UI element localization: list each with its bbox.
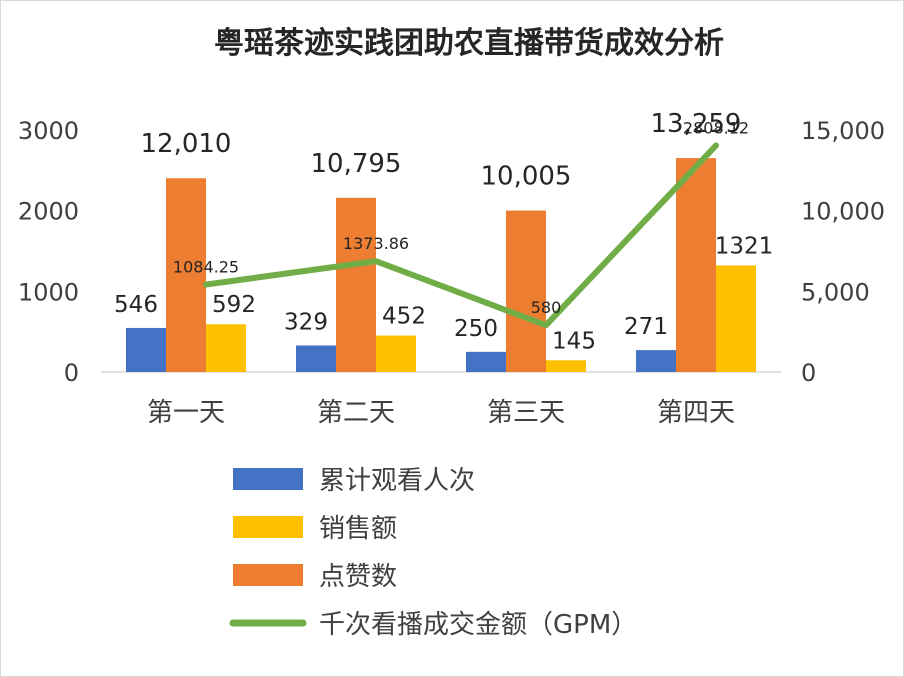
- legend-label: 点赞数: [319, 562, 397, 592]
- sales-data-label: 452: [382, 304, 426, 330]
- bar-group: [126, 158, 756, 372]
- sales-data-label: 592: [212, 292, 256, 318]
- gpm-data-label: 1373.86: [343, 234, 409, 253]
- category-label: 第三天: [487, 398, 565, 428]
- right-axis-tick-label: 0: [801, 359, 816, 387]
- views-data-label: 546: [114, 292, 158, 318]
- bar-sales: [376, 335, 416, 372]
- gpm-data-label: 580: [531, 298, 562, 317]
- category-label: 第一天: [147, 398, 225, 428]
- left-axis-tick-label: 2000: [18, 198, 79, 226]
- sales-data-label: 1321: [715, 233, 774, 259]
- category-label: 第四天: [657, 398, 735, 428]
- bar-like: [506, 210, 546, 372]
- views-data-label: 250: [454, 316, 498, 342]
- legend-swatch: [233, 564, 303, 586]
- bar-like: [336, 197, 376, 372]
- likes-data-label: 13,259: [651, 109, 742, 139]
- bar-views: [466, 351, 506, 372]
- bar-like: [166, 178, 206, 372]
- sales-data-label: 145: [552, 328, 596, 354]
- bar-sales: [716, 265, 756, 372]
- chart-title: 粤瑶茶迹实践团助农直播带货成效分析: [214, 26, 724, 61]
- left-axis-tick-label: 1000: [18, 278, 79, 306]
- category-labels: 第一天 第二天 第三天 第四天: [147, 398, 735, 428]
- legend-label: 销售额: [319, 514, 397, 544]
- likes-data-label: 12,010: [141, 129, 232, 159]
- views-data-label: 271: [624, 314, 668, 340]
- likes-data-label: 10,005: [481, 162, 572, 192]
- left-axis-ticks: 0 1000 2000 3000: [18, 117, 79, 387]
- bar-views: [296, 345, 336, 372]
- legend-swatch: [233, 468, 303, 490]
- category-label: 第二天: [317, 398, 395, 428]
- right-axis-tick-label: 5,000: [801, 278, 870, 306]
- gpm-line-layer: 1084.25 1373.86 580 2808.12: [173, 118, 749, 329]
- bar-sales: [546, 360, 586, 372]
- left-axis-tick-label: 0: [64, 359, 79, 387]
- bar-sales: [206, 324, 246, 372]
- gpm-data-label: 1084.25: [173, 258, 239, 277]
- right-axis-tick-label: 10,000: [801, 198, 885, 226]
- right-axis-tick-label: 15,000: [801, 117, 885, 145]
- right-axis-ticks: 0 5,000 10,000 15,000: [801, 117, 885, 387]
- gpm-line: [203, 142, 719, 329]
- likes-data-label: 10,795: [311, 149, 402, 179]
- gpm-data-label: 2808.12: [683, 118, 749, 137]
- views-data-label: 329: [284, 309, 328, 335]
- bar-views: [636, 350, 676, 372]
- bar-views: [126, 327, 166, 372]
- left-axis-tick-label: 3000: [18, 117, 79, 145]
- bar-like: [676, 158, 716, 372]
- legend-swatch: [233, 516, 303, 538]
- legend-label: 千次看播成交金额（GPM）: [319, 610, 637, 640]
- legend-label: 累计观看人次: [319, 466, 475, 496]
